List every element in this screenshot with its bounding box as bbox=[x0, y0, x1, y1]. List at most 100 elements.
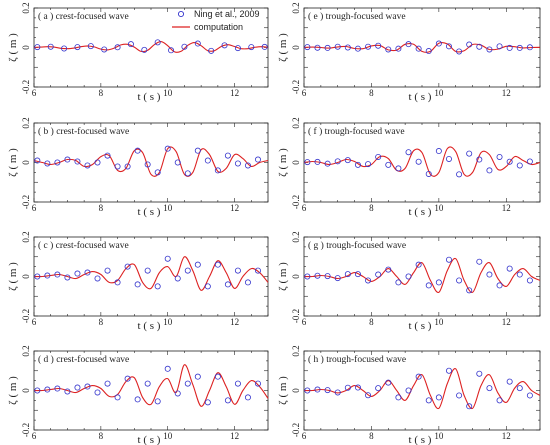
panel-4: 6 8 10 12 0.2 0 -0.2 t ( s ) ζ ( m ) ( e ) trough… bbox=[277, 2, 541, 103]
x-tick-label: 12 bbox=[230, 88, 239, 98]
experiment-point bbox=[34, 273, 41, 280]
experiment-point bbox=[344, 157, 351, 164]
experiment-point bbox=[354, 271, 361, 278]
legend-label-computation: computation bbox=[194, 22, 243, 32]
experiment-point bbox=[425, 48, 432, 55]
experiment-point bbox=[164, 255, 171, 262]
experiment-point bbox=[34, 387, 41, 394]
experiment-point bbox=[476, 43, 483, 50]
experiment-point bbox=[456, 48, 463, 55]
computation-line bbox=[303, 368, 541, 410]
experiment-point bbox=[476, 258, 483, 265]
experiment-point bbox=[486, 271, 493, 278]
experiment-point bbox=[445, 367, 452, 374]
experiment-point bbox=[354, 161, 361, 168]
experiment-point bbox=[214, 373, 221, 380]
x-tick-label: 8 bbox=[369, 203, 374, 213]
experiment-point bbox=[375, 271, 382, 278]
experiment-point bbox=[234, 380, 241, 387]
x-tick-label: 12 bbox=[230, 203, 239, 213]
experiment-point bbox=[141, 46, 148, 53]
y-tick-label: 0.2 bbox=[21, 345, 31, 356]
experiment-point bbox=[365, 161, 372, 168]
experiment-point bbox=[114, 394, 121, 401]
x-axis-label: t ( s ) bbox=[409, 434, 432, 445]
experiment-point bbox=[224, 397, 231, 404]
experiment-point bbox=[124, 263, 131, 270]
x-tick-label: 8 bbox=[99, 88, 104, 98]
x-tick-label: 10 bbox=[163, 317, 173, 327]
experiment-point bbox=[244, 279, 251, 286]
y-tick-label: -0.2 bbox=[291, 195, 301, 209]
y-tick-label: 0 bbox=[21, 160, 31, 165]
experiment-point bbox=[496, 397, 503, 404]
x-axis-label: t ( s ) bbox=[409, 320, 432, 332]
experiment-point bbox=[154, 283, 161, 290]
panel-2: 6 8 10 12 0.2 0 -0.2 t ( s ) ζ ( m ) ( c ) crest-… bbox=[7, 231, 269, 332]
y-tick-label: 0 bbox=[291, 388, 301, 393]
x-tick-label: 6 bbox=[32, 88, 37, 98]
experiment-point bbox=[304, 273, 311, 280]
y-tick-label: 0.2 bbox=[291, 2, 301, 13]
experiment-point bbox=[516, 271, 523, 278]
panel-title: ( a ) crest-focused wave bbox=[38, 11, 129, 22]
experiment-point bbox=[506, 378, 513, 385]
experiment-point bbox=[208, 47, 215, 54]
experiment-point bbox=[344, 44, 351, 51]
experiment-point bbox=[476, 370, 483, 377]
experiment-point bbox=[44, 160, 51, 167]
experiment-point bbox=[456, 277, 463, 284]
x-tick-label: 8 bbox=[99, 317, 104, 327]
experiment-point bbox=[104, 152, 111, 159]
experiment-point bbox=[254, 380, 261, 387]
experiment-point bbox=[244, 162, 251, 169]
y-tick-label: -0.2 bbox=[21, 80, 31, 94]
y-axis-label: ζ ( m ) bbox=[277, 262, 289, 291]
experiment-point bbox=[435, 394, 442, 401]
x-axis-label: t ( s ) bbox=[138, 91, 161, 103]
experiment-point bbox=[304, 387, 311, 394]
x-axis-label: t ( s ) bbox=[409, 206, 432, 218]
panel-title: ( c ) crest-focused wave bbox=[38, 240, 129, 251]
y-axis-label: ζ ( m ) bbox=[277, 148, 289, 177]
experiment-point bbox=[244, 394, 251, 401]
experiment-point bbox=[154, 169, 161, 176]
experiment-point bbox=[324, 273, 331, 280]
experiment-point bbox=[168, 47, 175, 54]
y-tick-label: 0.2 bbox=[291, 231, 301, 242]
panel-title: ( g ) trough-focused wave bbox=[308, 240, 406, 251]
experiment-point bbox=[425, 282, 432, 289]
experiment-point bbox=[365, 392, 372, 399]
y-axis-label: ζ ( m ) bbox=[7, 33, 19, 62]
x-tick-label: 8 bbox=[369, 431, 374, 441]
computation-line bbox=[33, 146, 269, 177]
experiment-point bbox=[174, 159, 181, 166]
panel-title: ( e ) trough-focused wave bbox=[308, 11, 406, 22]
experiment-point bbox=[174, 275, 181, 282]
experiment-point bbox=[486, 46, 493, 53]
x-tick-label: 12 bbox=[502, 317, 511, 327]
experiment-point bbox=[204, 283, 211, 290]
computation-line bbox=[33, 256, 269, 291]
experiment-point bbox=[234, 267, 241, 274]
experiment-point bbox=[365, 43, 372, 50]
experiment-point bbox=[324, 44, 331, 51]
experiment-point bbox=[84, 269, 91, 276]
experiment-point bbox=[445, 43, 452, 50]
x-tick-label: 8 bbox=[99, 203, 104, 213]
experiment-point bbox=[44, 386, 51, 393]
experiment-point bbox=[181, 43, 188, 50]
experiment-point bbox=[194, 147, 201, 154]
experiment-point bbox=[134, 281, 141, 288]
experiment-point bbox=[496, 282, 503, 289]
experiment-point bbox=[425, 170, 432, 177]
experiment-point bbox=[204, 157, 211, 164]
experiment-point bbox=[174, 390, 181, 397]
x-tick-label: 6 bbox=[302, 88, 307, 98]
experiment-point bbox=[194, 261, 201, 268]
experiment-point bbox=[84, 383, 91, 390]
experiment-point bbox=[405, 149, 412, 156]
experiment-point bbox=[134, 147, 141, 154]
computation-line bbox=[303, 41, 541, 53]
